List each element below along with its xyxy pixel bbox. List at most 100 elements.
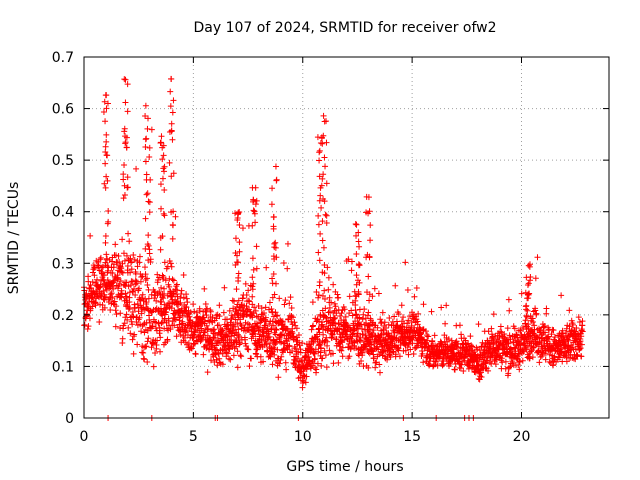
data-point	[305, 360, 312, 367]
data-point	[103, 138, 110, 145]
data-point	[109, 295, 116, 302]
data-point	[249, 274, 256, 281]
data-point	[236, 333, 243, 340]
data-point	[420, 301, 427, 308]
data-point	[317, 341, 324, 348]
data-point	[253, 313, 260, 320]
data-point	[97, 256, 104, 263]
data-point	[280, 259, 287, 266]
data-point	[210, 327, 217, 334]
data-point	[337, 343, 344, 350]
data-point	[128, 258, 135, 265]
data-point	[161, 285, 168, 292]
data-point	[224, 321, 231, 328]
data-point	[243, 292, 250, 299]
data-point	[258, 305, 265, 312]
data-point	[374, 324, 381, 331]
data-point	[424, 332, 431, 339]
data-point	[266, 321, 273, 328]
data-point	[468, 342, 475, 349]
data-point	[102, 239, 109, 246]
data-point	[359, 349, 366, 356]
data-point	[523, 306, 530, 313]
data-point	[85, 273, 92, 280]
data-point	[234, 331, 241, 338]
data-point	[318, 204, 325, 211]
data-point	[315, 292, 322, 299]
data-point	[154, 337, 161, 344]
data-point	[121, 161, 128, 168]
data-point	[243, 342, 250, 349]
data-point	[579, 328, 586, 335]
data-point	[110, 285, 117, 292]
data-point	[502, 358, 509, 365]
data-point	[153, 342, 160, 349]
data-point	[322, 352, 329, 359]
data-point	[308, 345, 315, 352]
data-point	[270, 271, 277, 278]
data-point	[130, 288, 137, 295]
data-point	[158, 133, 165, 140]
data-point	[325, 286, 332, 293]
data-point	[460, 368, 467, 375]
data-point	[249, 293, 256, 300]
data-point	[518, 290, 525, 297]
data-point	[366, 322, 373, 329]
data-point	[102, 233, 109, 240]
data-point	[169, 136, 176, 143]
data-point	[369, 319, 376, 326]
data-point	[219, 350, 226, 357]
data-point	[390, 348, 397, 355]
data-point	[236, 239, 243, 246]
x-tick-label: 0	[80, 429, 89, 445]
data-point	[103, 173, 110, 180]
data-point	[200, 351, 207, 358]
data-point	[119, 269, 126, 276]
data-point	[540, 323, 547, 330]
data-point	[100, 108, 107, 115]
data-point	[273, 280, 280, 287]
data-point	[545, 333, 552, 340]
data-point	[95, 262, 102, 269]
data-point	[377, 316, 384, 323]
data-point	[203, 345, 210, 352]
data-point	[302, 379, 309, 386]
data-point	[133, 280, 140, 287]
data-point	[168, 173, 175, 180]
y-axis-label: SRMTID / TECUs	[6, 182, 22, 295]
data-point	[250, 207, 257, 214]
data-point	[476, 370, 483, 377]
data-point	[317, 192, 324, 199]
plot-frame	[83, 56, 610, 419]
data-point	[263, 264, 270, 271]
data-point	[543, 310, 550, 317]
data-point	[382, 324, 389, 331]
data-point	[419, 350, 426, 357]
data-point	[248, 355, 255, 362]
data-point	[144, 359, 151, 366]
data-point	[232, 323, 239, 330]
data-point	[122, 99, 129, 106]
data-point	[456, 322, 463, 329]
data-point	[228, 333, 235, 340]
data-point	[172, 213, 179, 220]
data-point	[522, 317, 529, 324]
data-point	[319, 292, 326, 299]
data-point	[225, 345, 232, 352]
data-point	[319, 269, 326, 276]
data-point	[130, 350, 137, 357]
data-point	[316, 329, 323, 336]
data-point	[173, 291, 180, 298]
data-point	[157, 246, 164, 253]
data-point	[364, 251, 371, 258]
data-point	[322, 163, 329, 170]
x-tick-label: 20	[513, 429, 531, 445]
data-point	[339, 344, 346, 351]
data-point	[377, 369, 384, 376]
data-point	[293, 325, 300, 332]
data-point	[297, 349, 304, 356]
data-point	[118, 291, 125, 298]
data-point	[146, 209, 153, 216]
data-point	[551, 333, 558, 340]
data-point	[325, 309, 332, 316]
